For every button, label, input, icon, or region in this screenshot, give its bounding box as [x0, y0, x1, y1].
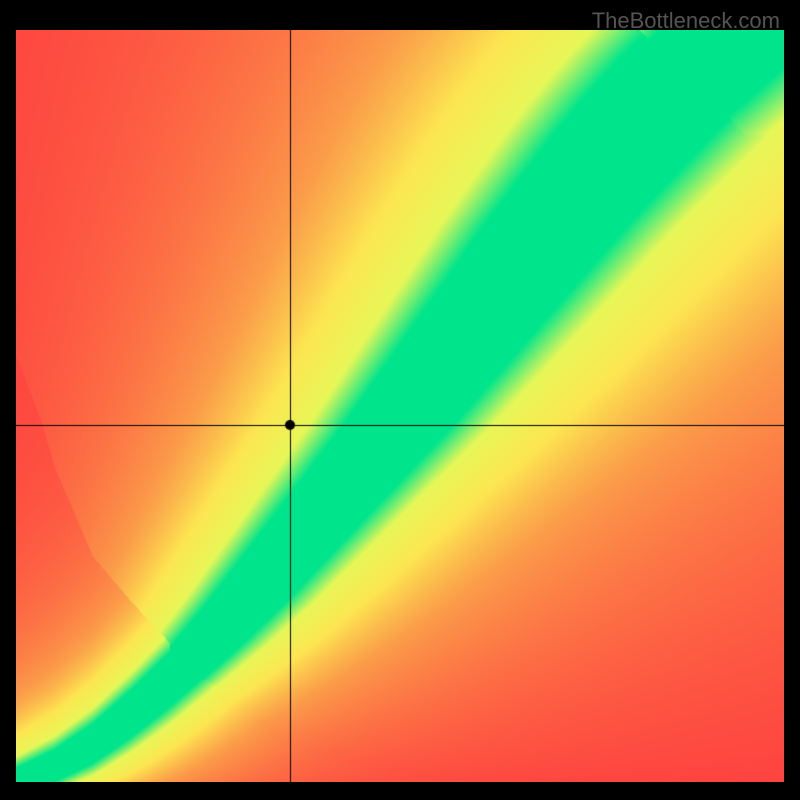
watermark-text: TheBottleneck.com: [592, 8, 780, 34]
chart-container: TheBottleneck.com: [0, 0, 800, 800]
heatmap-canvas: [16, 30, 784, 782]
